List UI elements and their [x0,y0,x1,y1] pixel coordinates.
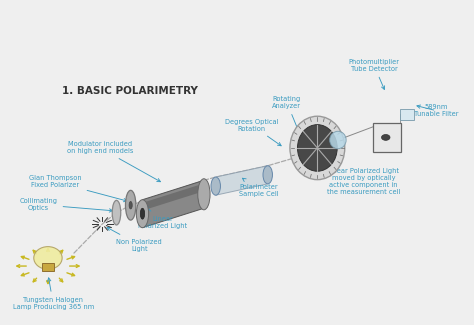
Text: Glan Thompson
Fixed Polarizer: Glan Thompson Fixed Polarizer [29,176,127,202]
Ellipse shape [34,247,62,269]
Text: Non Polarized
Light: Non Polarized Light [107,227,162,252]
Text: 90: 90 [315,121,320,125]
Text: Linear Polarized Light
moved by optically
active component in
the measurement ce: Linear Polarized Light moved by opticall… [316,163,400,195]
Ellipse shape [137,200,149,228]
FancyBboxPatch shape [400,109,414,120]
Ellipse shape [112,200,121,225]
FancyBboxPatch shape [373,123,401,152]
Text: 180: 180 [313,171,321,175]
FancyBboxPatch shape [42,263,54,271]
Text: Collimating
Optics: Collimating Optics [19,198,113,212]
Ellipse shape [140,208,145,219]
Text: Modulator included
on high end models: Modulator included on high end models [67,141,160,182]
Ellipse shape [263,166,273,184]
Text: Polarimeter
Sample Cell: Polarimeter Sample Cell [239,178,279,197]
Text: Tungsten Halogen
Lamp Producing 365 nm: Tungsten Halogen Lamp Producing 365 nm [12,278,94,310]
Ellipse shape [198,179,210,210]
Polygon shape [143,183,204,211]
Ellipse shape [129,202,132,209]
Circle shape [382,135,390,140]
Text: 1. BASIC POLARIMETRY: 1. BASIC POLARIMETRY [62,86,198,96]
Text: Degrees Optical
Rotation: Degrees Optical Rotation [225,119,281,146]
Ellipse shape [298,125,337,171]
Text: Photomultiplier
Tube Detector: Photomultiplier Tube Detector [348,59,400,89]
Polygon shape [143,180,204,228]
Polygon shape [216,166,268,195]
Ellipse shape [211,177,220,195]
Ellipse shape [126,190,136,220]
Text: Linear
Polarized Light: Linear Polarized Light [138,206,187,229]
Text: 589nm
Tunable Filter: 589nm Tunable Filter [414,104,459,117]
Ellipse shape [290,116,345,180]
Ellipse shape [330,131,346,149]
Text: Rotating
Analyzer: Rotating Analyzer [273,96,301,133]
